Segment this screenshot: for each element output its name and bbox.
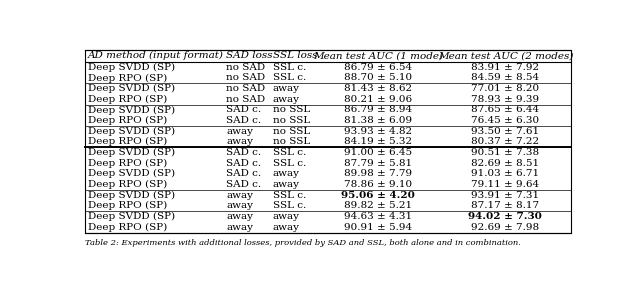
Text: 91.00 ± 6.45: 91.00 ± 6.45 [344,148,412,157]
Text: away: away [273,212,300,221]
Text: away: away [227,223,253,232]
Text: no SSL: no SSL [273,106,310,114]
Text: 94.02 ± 7.30: 94.02 ± 7.30 [468,212,542,221]
Text: 87.17 ± 8.17: 87.17 ± 8.17 [471,201,540,210]
Text: SAD loss: SAD loss [227,51,273,60]
Text: away: away [227,127,253,136]
Text: Deep RPO (SP): Deep RPO (SP) [88,95,167,104]
Text: SSL c.: SSL c. [273,201,306,210]
Text: Deep SVDD (SP): Deep SVDD (SP) [88,84,175,93]
Text: Deep SVDD (SP): Deep SVDD (SP) [88,169,175,178]
Text: no SAD: no SAD [227,74,266,82]
Text: no SAD: no SAD [227,95,266,104]
Text: SSL c.: SSL c. [273,63,306,72]
Text: Deep SVDD (SP): Deep SVDD (SP) [88,148,175,157]
Text: 95.06 ± 4.20: 95.06 ± 4.20 [341,191,415,200]
Text: Deep RPO (SP): Deep RPO (SP) [88,116,167,125]
Text: 81.43 ± 8.62: 81.43 ± 8.62 [344,84,412,93]
Text: SAD c.: SAD c. [227,116,262,125]
Text: 92.69 ± 7.98: 92.69 ± 7.98 [471,223,540,232]
Text: 77.01 ± 8.20: 77.01 ± 8.20 [471,84,540,93]
Text: 79.11 ± 9.64: 79.11 ± 9.64 [471,180,540,189]
Text: 80.37 ± 7.22: 80.37 ± 7.22 [471,138,540,146]
Text: 78.93 ± 9.39: 78.93 ± 9.39 [471,95,540,104]
Text: 84.19 ± 5.32: 84.19 ± 5.32 [344,138,412,146]
Text: 87.79 ± 5.81: 87.79 ± 5.81 [344,159,412,168]
Text: no SAD: no SAD [227,84,266,93]
Text: Deep SVDD (SP): Deep SVDD (SP) [88,127,175,136]
Text: away: away [227,212,253,221]
Text: Deep RPO (SP): Deep RPO (SP) [88,180,167,189]
Text: 89.98 ± 7.79: 89.98 ± 7.79 [344,169,412,178]
Text: Deep RPO (SP): Deep RPO (SP) [88,223,167,232]
Text: 90.51 ± 7.38: 90.51 ± 7.38 [471,148,540,157]
Text: Table 2: Experiments with additional losses, provided by SAD and SSL, both alone: Table 2: Experiments with additional los… [85,239,521,247]
Text: 91.03 ± 6.71: 91.03 ± 6.71 [471,169,540,178]
Text: SAD c.: SAD c. [227,106,262,114]
Text: 94.63 ± 4.31: 94.63 ± 4.31 [344,212,412,221]
Text: no SSL: no SSL [273,138,310,146]
Text: away: away [273,169,300,178]
Text: Deep SVDD (SP): Deep SVDD (SP) [88,212,175,221]
Text: Deep RPO (SP): Deep RPO (SP) [88,137,167,146]
Text: SSL c.: SSL c. [273,191,306,200]
Text: Deep SVDD (SP): Deep SVDD (SP) [88,105,175,114]
Text: SSL c.: SSL c. [273,159,306,168]
Text: 93.93 ± 4.82: 93.93 ± 4.82 [344,127,412,136]
Text: Deep RPO (SP): Deep RPO (SP) [88,74,167,83]
Text: 78.86 ± 9.10: 78.86 ± 9.10 [344,180,412,189]
Text: 93.50 ± 7.61: 93.50 ± 7.61 [471,127,540,136]
Text: 89.82 ± 5.21: 89.82 ± 5.21 [344,201,412,210]
Text: away: away [273,180,300,189]
Text: away: away [227,201,253,210]
Text: no SSL: no SSL [273,116,310,125]
Text: Deep SVDD (SP): Deep SVDD (SP) [88,191,175,200]
Text: SSL c.: SSL c. [273,148,306,157]
Text: 86.79 ± 6.54: 86.79 ± 6.54 [344,63,412,72]
Text: Mean test AUC (2 modes): Mean test AUC (2 modes) [438,51,573,60]
Text: Deep RPO (SP): Deep RPO (SP) [88,201,167,210]
Text: Deep SVDD (SP): Deep SVDD (SP) [88,63,175,72]
Text: Mean test AUC (1 mode): Mean test AUC (1 mode) [313,51,443,60]
Text: SSL loss: SSL loss [273,51,317,60]
Text: SAD c.: SAD c. [227,159,262,168]
Text: SAD c.: SAD c. [227,148,262,157]
Text: SSL c.: SSL c. [273,74,306,82]
Text: 81.38 ± 6.09: 81.38 ± 6.09 [344,116,412,125]
Text: AD method (input format): AD method (input format) [88,51,224,60]
Text: away: away [273,95,300,104]
Text: 90.91 ± 5.94: 90.91 ± 5.94 [344,223,412,232]
Text: no SAD: no SAD [227,63,266,72]
Text: 87.65 ± 6.44: 87.65 ± 6.44 [471,106,540,114]
Text: 80.21 ± 9.06: 80.21 ± 9.06 [344,95,412,104]
Text: 83.91 ± 7.92: 83.91 ± 7.92 [471,63,540,72]
Text: away: away [227,191,253,200]
Text: SAD c.: SAD c. [227,169,262,178]
Text: 93.91 ± 7.31: 93.91 ± 7.31 [471,191,540,200]
Text: away: away [273,84,300,93]
FancyBboxPatch shape [85,50,571,233]
Text: Deep RPO (SP): Deep RPO (SP) [88,159,167,168]
Text: away: away [273,223,300,232]
Text: away: away [227,138,253,146]
Text: no SSL: no SSL [273,127,310,136]
Text: 82.69 ± 8.51: 82.69 ± 8.51 [471,159,540,168]
Text: 88.70 ± 5.10: 88.70 ± 5.10 [344,74,412,82]
Text: SAD c.: SAD c. [227,180,262,189]
Text: 76.45 ± 6.30: 76.45 ± 6.30 [471,116,540,125]
Text: 84.59 ± 8.54: 84.59 ± 8.54 [471,74,540,82]
Text: 86.79 ± 8.94: 86.79 ± 8.94 [344,106,412,114]
